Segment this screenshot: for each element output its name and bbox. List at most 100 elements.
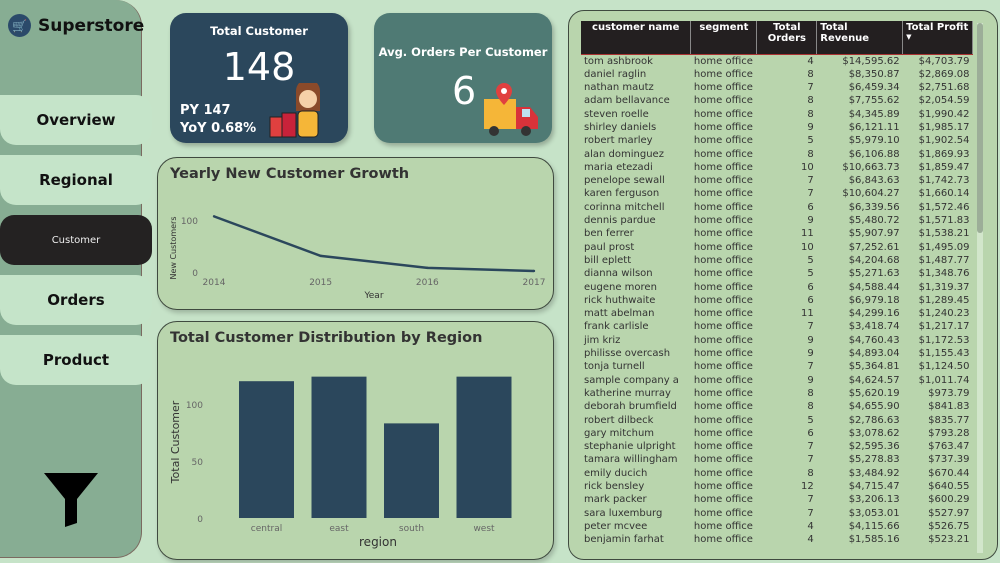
table-cell: home office	[693, 467, 753, 479]
previous-year: PY 147	[180, 103, 231, 118]
table-row[interactable]: frank carlisle home office 7 $3,418.74 $1,21…	[581, 320, 973, 333]
table-row[interactable]: katherine murray home office 8 $5,620.19 $97…	[581, 387, 973, 400]
table-row[interactable]: dianna wilson home office 5 $5,271.63 $1,348…	[581, 267, 973, 280]
nav-orders[interactable]: Orders	[0, 275, 152, 325]
table-cell: $6,121.11	[848, 121, 900, 133]
table-cell: $2,751.68	[918, 82, 970, 94]
table-cell: home office	[693, 427, 753, 439]
table-row[interactable]: eugene moren home office 6 $4,588.44 $1,319.…	[581, 281, 973, 294]
table-row[interactable]: benjamin farhat home office 4 $1,585.16 $523…	[581, 533, 973, 546]
table-row[interactable]: philisse overcash home office 9 $4,893.04 $1…	[581, 347, 973, 360]
column-header[interactable]: customer name	[581, 21, 692, 55]
table-cell: $1,538.21	[918, 228, 970, 240]
table-cell: $1,572.46	[918, 201, 970, 213]
table-cell: $640.55	[928, 481, 970, 492]
table-row[interactable]: tom ashbrook home office 4 $14,595.62 $4,703…	[581, 54, 973, 68]
table-cell: 8	[807, 467, 814, 479]
table-cell: 4	[807, 520, 814, 532]
funnel-icon[interactable]	[44, 473, 98, 528]
table-row[interactable]: mark packer home office 7 $3,206.13 $600.29	[581, 493, 973, 506]
nav-product[interactable]: Product	[0, 335, 152, 385]
table-row[interactable]: dennis pardue home office 9 $5,480.72 $1,571…	[581, 214, 973, 227]
data-point	[532, 269, 536, 273]
scrollbar-thumb[interactable]	[977, 23, 983, 233]
table-cell: $10,663.73	[842, 161, 900, 173]
table-cell: $6,106.88	[848, 148, 900, 160]
y-tick-label: 100	[181, 217, 198, 227]
table-cell: 9	[807, 374, 814, 386]
x-tick-label: 2017	[523, 278, 546, 288]
vertical-scrollbar[interactable]	[977, 23, 983, 553]
column-header[interactable]: Total Profit ▼	[902, 21, 973, 55]
table-row[interactable]: robert marley home office 5 $5,979.10 $1,902…	[581, 134, 973, 147]
shopper-woman-icon	[269, 83, 320, 138]
nav-customer[interactable]: Customer	[0, 215, 152, 265]
table-cell: rick bensley	[584, 481, 645, 492]
shopping-cart-icon: 🛒	[8, 14, 31, 37]
table-cell: 8	[807, 95, 814, 107]
table-row[interactable]: rick bensley home office 12 $4,715.47 $640.5…	[581, 480, 973, 493]
y-tick-label: 100	[186, 401, 203, 411]
table-cell: home office	[693, 361, 753, 373]
table-row[interactable]: jim kriz home office 9 $4,760.43 $1,172.53	[581, 334, 973, 347]
x-axis-title: region	[359, 535, 397, 549]
table-row[interactable]: alan dominguez home office 8 $6,106.88 $1,86…	[581, 148, 973, 161]
table-row[interactable]: adam bellavance home office 8 $7,755.62 $2,0…	[581, 94, 973, 107]
table-row[interactable]: bill eplett home office 5 $4,204.68 $1,487.7…	[581, 254, 973, 267]
table-cell: $670.44	[928, 467, 970, 479]
table-cell: home office	[693, 494, 753, 506]
y-tick-label: 0	[197, 515, 203, 525]
table-row[interactable]: sample company a home office 9 $4,624.57 $1,…	[581, 374, 973, 387]
avg-orders-card: Avg. Orders Per Customer 6	[374, 13, 552, 143]
sort-descending-icon[interactable]: ▼	[906, 33, 912, 41]
table-cell: $1,289.45	[918, 294, 970, 306]
table-row[interactable]: paul prost home office 10 $7,252.61 $1,495.0…	[581, 241, 973, 254]
column-header[interactable]: Total Orders	[756, 21, 818, 55]
table-cell: 8	[807, 148, 814, 160]
table-cell: 8	[807, 401, 814, 413]
table-cell: $4,655.90	[848, 401, 900, 413]
table-cell: home office	[693, 414, 753, 426]
column-header[interactable]: segment	[690, 21, 758, 55]
table-row[interactable]: penelope sewall home office 7 $6,843.63 $1,7…	[581, 174, 973, 187]
table-cell: mark packer	[584, 494, 647, 506]
table-row[interactable]: stephanie ulpright home office 7 $2,595.36 $…	[581, 440, 973, 453]
table-row[interactable]: emily ducich home office 8 $3,484.92 $670.44	[581, 467, 973, 480]
nav-regional[interactable]: Regional	[0, 155, 152, 205]
table-cell: 7	[807, 82, 814, 94]
table-row[interactable]: robert dilbeck home office 5 $2,786.63 $835.…	[581, 414, 973, 427]
table-cell: sample company a	[584, 374, 679, 386]
table-row[interactable]: tamara willingham home office 7 $5,278.83 $7…	[581, 453, 973, 466]
table-cell: home office	[693, 481, 753, 492]
table-cell: corinna mitchell	[584, 201, 665, 213]
table-row[interactable]: peter mcvee home office 4 $4,115.66 $526.75	[581, 520, 973, 533]
table-cell: home office	[693, 520, 753, 532]
table-cell: 7	[807, 454, 814, 466]
table-cell: $5,271.63	[848, 268, 900, 280]
nav-overview[interactable]: Overview	[0, 95, 152, 145]
table-row[interactable]: sara luxemburg home office 7 $3,053.01 $527.…	[581, 507, 973, 520]
table-cell: $4,588.44	[848, 281, 900, 293]
table-cell: $6,339.56	[848, 201, 900, 213]
table-cell: 12	[801, 481, 814, 492]
table-row[interactable]: karen ferguson home office 7 $10,604.27 $1,6…	[581, 187, 973, 200]
table-row[interactable]: nathan mautz home office 7 $6,459.34 $2,751.…	[581, 81, 973, 94]
table-row[interactable]: tonja turnell home office 7 $5,364.81 $1,124…	[581, 360, 973, 373]
table-row[interactable]: ben ferrer home office 11 $5,907.97 $1,538.2…	[581, 227, 973, 240]
table-row[interactable]: matt abelman home office 11 $4,299.16 $1,240…	[581, 307, 973, 320]
table-row[interactable]: gary mitchum home office 6 $3,078.62 $793.28	[581, 427, 973, 440]
table-row[interactable]: deborah brumfield home office 8 $4,655.90 $8…	[581, 400, 973, 413]
table-cell: $5,278.83	[848, 454, 900, 466]
table-cell: $6,459.34	[848, 82, 900, 94]
table-row[interactable]: steven roelle home office 8 $4,345.89 $1,990…	[581, 108, 973, 121]
table-cell: $5,620.19	[848, 387, 900, 399]
table-cell: $5,907.97	[848, 228, 900, 240]
column-header[interactable]: Total Revenue	[816, 21, 904, 55]
column-header-label: Total Orders	[767, 22, 806, 44]
table-cell: 4	[807, 55, 814, 67]
table-row[interactable]: maria etezadi home office 10 $10,663.73 $1,8…	[581, 161, 973, 174]
table-row[interactable]: corinna mitchell home office 6 $6,339.56 $1,…	[581, 201, 973, 214]
table-row[interactable]: shirley daniels home office 9 $6,121.11 $1,9…	[581, 121, 973, 134]
table-row[interactable]: daniel raglin home office 8 $8,350.87 $2,869…	[581, 68, 973, 81]
table-row[interactable]: rick huthwaite home office 6 $6,979.18 $1,28…	[581, 294, 973, 307]
